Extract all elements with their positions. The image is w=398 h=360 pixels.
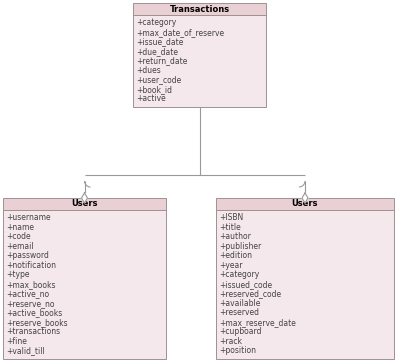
- Text: +email: +email: [6, 242, 33, 251]
- Text: Users: Users: [71, 199, 98, 208]
- Text: +due_date: +due_date: [136, 47, 178, 56]
- Text: +user_code: +user_code: [136, 75, 181, 84]
- Text: +password: +password: [6, 251, 49, 260]
- Text: +position: +position: [219, 346, 256, 355]
- FancyBboxPatch shape: [133, 3, 266, 15]
- Text: +active: +active: [136, 94, 166, 103]
- Text: +rack: +rack: [219, 337, 242, 346]
- Text: +active_no: +active_no: [6, 289, 49, 298]
- Text: +issue_date: +issue_date: [136, 37, 183, 46]
- FancyBboxPatch shape: [3, 198, 166, 210]
- Text: +issued_code: +issued_code: [219, 280, 272, 289]
- Text: +author: +author: [219, 232, 251, 241]
- FancyBboxPatch shape: [216, 210, 394, 359]
- Text: +type: +type: [6, 270, 29, 279]
- Text: +available: +available: [219, 299, 260, 308]
- Text: +reserve_no: +reserve_no: [6, 299, 55, 308]
- Text: +ISBN: +ISBN: [219, 213, 243, 222]
- Text: +reserved: +reserved: [219, 308, 259, 317]
- FancyBboxPatch shape: [133, 15, 266, 107]
- Text: +publisher: +publisher: [219, 242, 261, 251]
- Text: +dues: +dues: [136, 66, 161, 75]
- FancyBboxPatch shape: [216, 198, 394, 210]
- Text: +username: +username: [6, 213, 51, 222]
- FancyBboxPatch shape: [3, 210, 166, 359]
- Text: +code: +code: [6, 232, 31, 241]
- Text: +edition: +edition: [219, 251, 252, 260]
- Text: +name: +name: [6, 223, 34, 232]
- Text: +return_date: +return_date: [136, 56, 187, 65]
- Text: +transactions: +transactions: [6, 327, 60, 336]
- Text: +valid_till: +valid_till: [6, 346, 45, 355]
- Text: +title: +title: [219, 223, 241, 232]
- Text: +max_date_of_reserve: +max_date_of_reserve: [136, 28, 224, 37]
- Text: +category: +category: [219, 270, 259, 279]
- Text: +reserved_code: +reserved_code: [219, 289, 281, 298]
- Text: +active_books: +active_books: [6, 308, 62, 317]
- Text: +year: +year: [219, 261, 242, 270]
- Text: +book_id: +book_id: [136, 85, 172, 94]
- Polygon shape: [302, 193, 308, 203]
- Text: +category: +category: [136, 18, 176, 27]
- Text: +max_reserve_date: +max_reserve_date: [219, 318, 296, 327]
- Text: +notification: +notification: [6, 261, 56, 270]
- Polygon shape: [82, 193, 88, 203]
- Text: Users: Users: [292, 199, 318, 208]
- Text: Transactions: Transactions: [170, 4, 230, 13]
- Text: +max_books: +max_books: [6, 280, 55, 289]
- Text: +reserve_books: +reserve_books: [6, 318, 68, 327]
- Text: +fine: +fine: [6, 337, 27, 346]
- Text: +cupboard: +cupboard: [219, 327, 261, 336]
